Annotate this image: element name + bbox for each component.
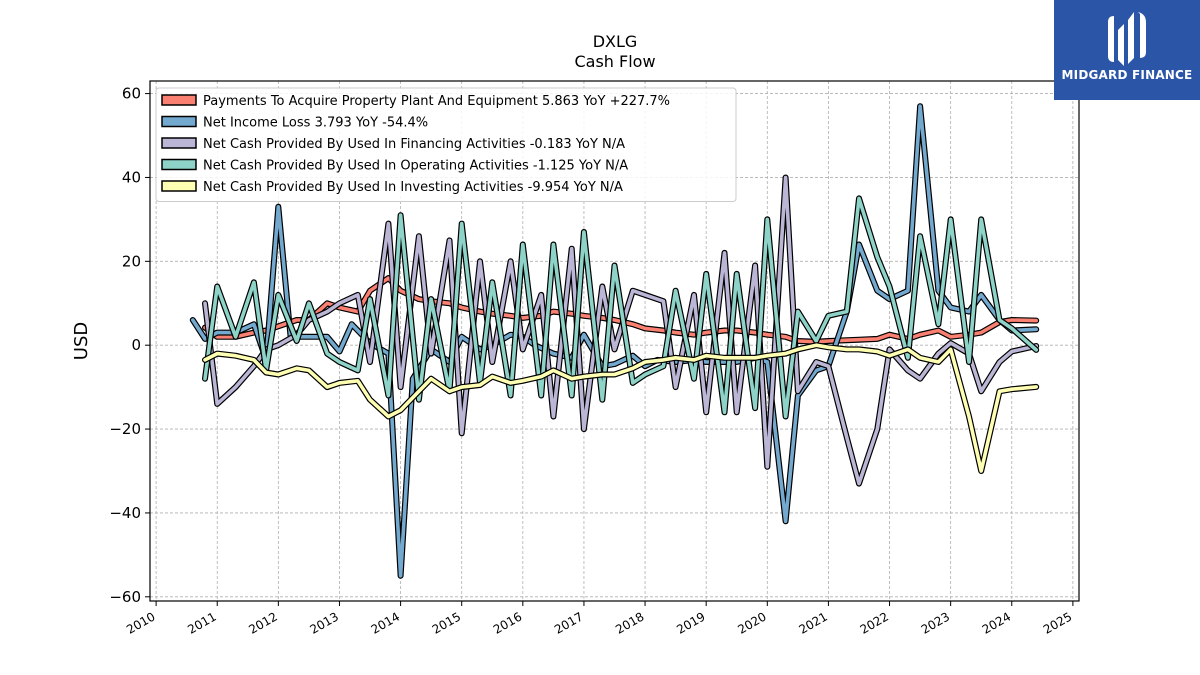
legend-label: Net Cash Provided By Used In Operating A… xyxy=(203,159,628,174)
x-tick-label: 2016 xyxy=(491,609,524,636)
x-tick-label: 2025 xyxy=(1041,609,1074,636)
series-line xyxy=(203,196,1038,419)
legend-swatch xyxy=(161,158,197,171)
legend-swatch xyxy=(161,94,197,106)
x-tick-label: 2014 xyxy=(369,609,402,636)
chart-subtitle: Cash Flow xyxy=(574,52,655,71)
legend-swatch xyxy=(161,180,197,192)
logo-text: MIDGARD FINANCE xyxy=(1061,68,1193,82)
x-tick-label: 2021 xyxy=(796,609,829,636)
y-tick-label: −20 xyxy=(109,420,141,438)
chart-title: DXLG xyxy=(593,32,638,51)
x-tick-label: 2011 xyxy=(185,609,218,636)
y-axis-label: USD xyxy=(71,322,92,360)
y-tick-label: 40 xyxy=(122,168,141,186)
x-tick-label: 2012 xyxy=(246,609,279,636)
series-line xyxy=(203,276,1038,344)
x-tick-label: 2022 xyxy=(858,609,891,636)
x-tick-label: 2023 xyxy=(919,609,952,636)
midgard-logo-icon xyxy=(1108,12,1146,66)
x-tick-label: 2024 xyxy=(980,609,1013,636)
plot-frame xyxy=(149,80,1080,602)
legend-label: Net Income Loss 3.793 YoY -54.4% xyxy=(203,116,428,131)
series-line xyxy=(203,175,1038,486)
series-4 xyxy=(202,195,1040,420)
legend-swatch xyxy=(161,137,197,149)
legend-label: Net Cash Provided By Used In Financing A… xyxy=(203,137,625,152)
y-tick-label: −60 xyxy=(109,588,141,606)
legend-label: Net Cash Provided By Used In Investing A… xyxy=(203,180,623,195)
legend: Payments To Acquire Property Plant And E… xyxy=(155,87,737,202)
series-layer xyxy=(189,103,1040,579)
x-tick-label: 2015 xyxy=(430,609,463,636)
y-tick-label: −40 xyxy=(109,504,141,522)
legend-label: Payments To Acquire Property Plant And E… xyxy=(203,94,670,109)
series-1 xyxy=(202,275,1040,345)
legend-box xyxy=(155,87,737,202)
x-tick-label: 2018 xyxy=(613,609,646,636)
y-tick-label: 20 xyxy=(122,252,141,270)
series-3 xyxy=(202,174,1040,487)
x-tick-label: 2013 xyxy=(308,609,341,636)
series-5 xyxy=(202,342,1040,474)
x-tick-label: 2019 xyxy=(674,609,707,636)
series-line xyxy=(203,343,1038,473)
midgard-finance-logo: MIDGARD FINANCE xyxy=(1054,0,1200,100)
x-tick-label: 2017 xyxy=(552,609,585,636)
y-tick-label: 0 xyxy=(131,336,141,354)
legend-swatch xyxy=(161,115,197,128)
x-tick-label: 2010 xyxy=(124,609,157,636)
y-tick-label: 60 xyxy=(122,85,141,103)
x-tick-label: 2020 xyxy=(735,609,768,636)
